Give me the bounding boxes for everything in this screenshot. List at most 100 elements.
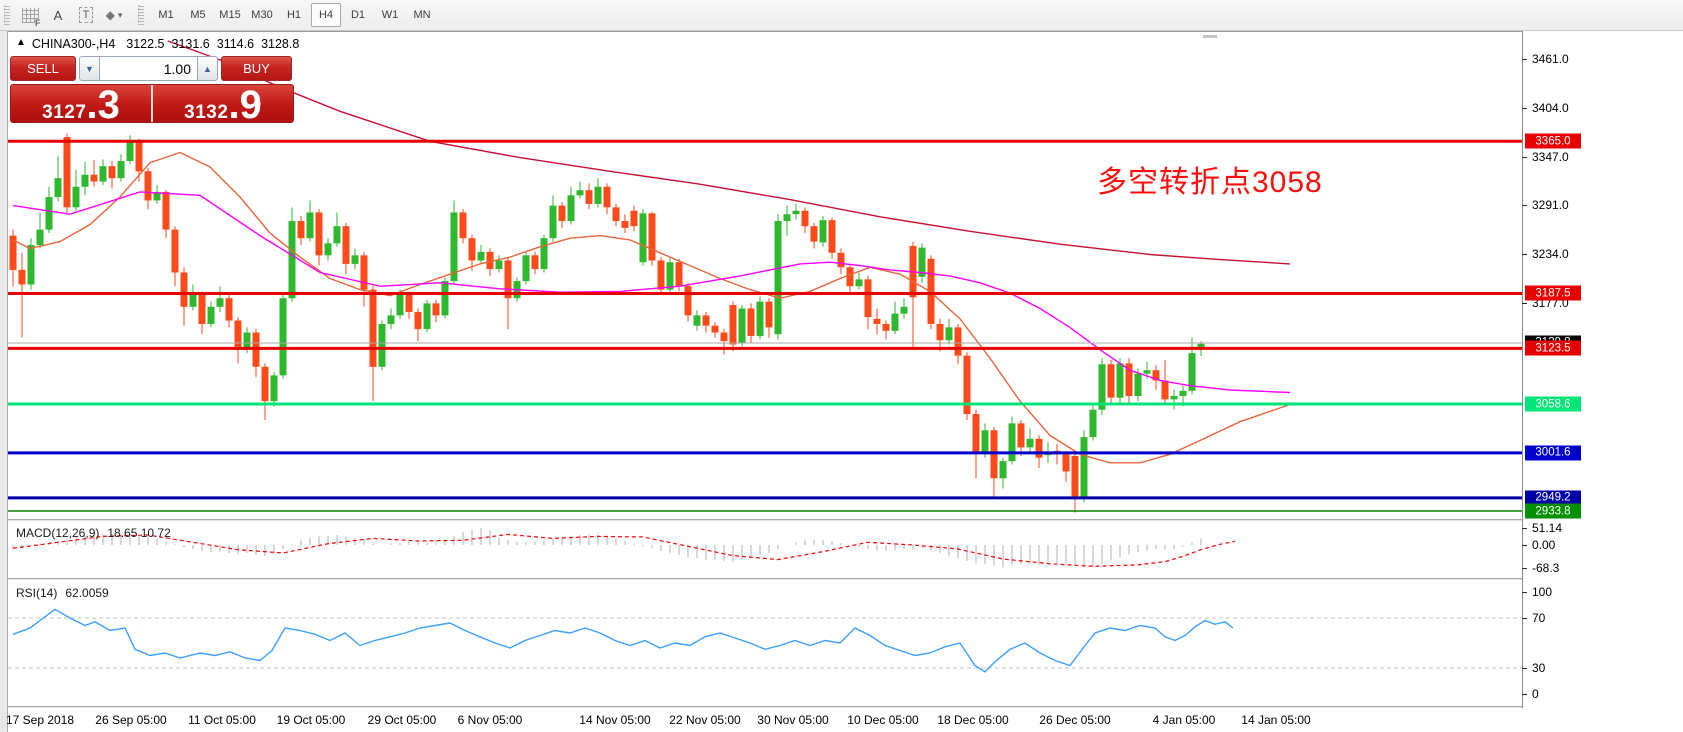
ohlc-high: 3131.6 xyxy=(171,37,210,51)
date-label: 18 Dec 05:00 xyxy=(937,713,1009,727)
text-label-button[interactable]: T xyxy=(73,3,99,27)
price-level-badge: 3001.6 xyxy=(1525,445,1581,461)
price-divider xyxy=(151,85,153,122)
timeframe-h1[interactable]: H1 xyxy=(286,9,302,21)
macd-tick-mark xyxy=(1522,567,1527,569)
chevron-down-icon: ▾ xyxy=(117,9,123,20)
price-tick-label: 3291.0 xyxy=(1532,197,1569,212)
date-label: 26 Sep 05:00 xyxy=(95,713,167,727)
rsi-tick-mark xyxy=(1522,592,1527,593)
axis-border xyxy=(1522,31,1523,708)
macd-axis-label: -68.3 xyxy=(1532,560,1560,575)
dateaxis-separator xyxy=(8,706,1522,708)
sell-price-whole: 3127 xyxy=(42,102,87,123)
timeframe-m1[interactable]: M1 xyxy=(158,9,174,21)
price-level-badge: 2933.8 xyxy=(1525,503,1581,519)
buy-price-frac: .9 xyxy=(228,84,262,123)
rsi-pane-separator[interactable] xyxy=(8,578,1522,580)
volume-increase-button[interactable]: ▲ xyxy=(197,56,218,81)
rsi-name: RSI(14) xyxy=(16,586,58,600)
rsi-tick-mark xyxy=(1522,668,1527,669)
one-click-trading-panel: SELL ▼ ▲ BUY 3127 .3 3132 .9 xyxy=(10,56,294,123)
date-label: 10 Dec 05:00 xyxy=(847,713,919,727)
price-tick-mark xyxy=(1522,59,1527,60)
timeframe-m5[interactable]: M5 xyxy=(190,9,206,21)
letter-a-icon: A xyxy=(53,7,63,23)
date-axis[interactable] xyxy=(8,708,1522,732)
price-level-badge: 3365.0 xyxy=(1525,133,1581,149)
buy-price-whole: 3132 xyxy=(184,102,229,123)
rsi-axis-label: 100 xyxy=(1532,585,1553,599)
macd-label: MACD(12,26,9) 18.65 10.72 xyxy=(16,526,171,540)
date-label: 14 Nov 05:00 xyxy=(579,713,651,727)
rsi-axis-label: 70 xyxy=(1532,611,1546,625)
timeframe-toolbar: M1 M5 M15 M30 H1 H4 D1 W1 MN xyxy=(150,3,438,27)
macd-axis-label: 51.14 xyxy=(1532,521,1563,535)
timeframe-mn[interactable]: MN xyxy=(413,9,431,21)
rsi-value: 62.0059 xyxy=(65,586,109,600)
macd-values: 18.65 10.72 xyxy=(107,526,171,540)
timeframe-drag-handle[interactable] xyxy=(138,5,144,25)
date-label: 14 Jan 05:00 xyxy=(1241,713,1311,727)
symbol-arrow-icon: ▲ xyxy=(16,37,26,48)
chart-grid-button[interactable]: F xyxy=(17,3,43,27)
price-tick-label: 3461.0 xyxy=(1532,52,1569,66)
price-tick-mark xyxy=(1522,204,1527,206)
price-level-badge: 3187.5 xyxy=(1525,285,1581,301)
date-label: 4 Jan 05:00 xyxy=(1152,713,1216,727)
date-label: 11 Oct 05:00 xyxy=(188,713,256,727)
price-level-badge: 3123.5 xyxy=(1525,340,1581,356)
chart-window[interactable] xyxy=(8,31,1683,732)
sell-price[interactable]: 3127 .3 xyxy=(11,85,151,122)
toolbar-drag-handle[interactable] xyxy=(4,5,10,25)
buy-price[interactable]: 3132 .9 xyxy=(153,85,293,122)
price-display: 3127 .3 3132 .9 xyxy=(10,84,294,123)
date-label: 30 Nov 05:00 xyxy=(757,713,829,727)
chart-shift-marker xyxy=(1203,35,1217,38)
date-label: 6 Nov 05:00 xyxy=(457,713,523,727)
date-label: 22 Nov 05:00 xyxy=(669,713,741,727)
macd-pane-separator[interactable] xyxy=(8,519,1522,521)
volume-decrease-button[interactable]: ▼ xyxy=(79,56,100,81)
sell-price-frac: .3 xyxy=(86,84,120,123)
window-left-edge xyxy=(0,31,8,732)
timeframe-w1[interactable]: W1 xyxy=(381,9,399,21)
macd-name: MACD(12,26,9) xyxy=(16,526,100,540)
timeframe-d1[interactable]: D1 xyxy=(350,9,366,21)
date-label: 29 Oct 05:00 xyxy=(367,713,437,727)
buy-button[interactable]: BUY xyxy=(221,56,292,81)
cursor-a-button[interactable]: A xyxy=(45,3,71,27)
rsi-tick-mark xyxy=(1522,694,1527,695)
price-tick-mark xyxy=(1522,302,1527,304)
ohlc-close: 3128.8 xyxy=(261,37,300,51)
rsi-axis-label: 0 xyxy=(1532,687,1539,701)
price-level-badge: 2949.2 xyxy=(1525,490,1581,506)
symbol-name: CHINA300-,H4 xyxy=(31,37,116,51)
ohlc-low: 3114.6 xyxy=(216,37,255,51)
price-tick-label: 3347.0 xyxy=(1532,149,1569,164)
price-tick-mark xyxy=(1522,253,1527,255)
chart-annotation-text: 多空转折点3058 xyxy=(1097,166,1323,199)
date-label: 19 Oct 05:00 xyxy=(276,713,346,727)
shapes-button[interactable]: ◆ ▾ xyxy=(101,3,127,27)
price-tick-mark xyxy=(1522,156,1527,158)
date-label: 26 Dec 05:00 xyxy=(1039,713,1111,727)
toolbar: F A T ◆ ▾ M1 M5 M15 M30 H1 H4 D1 W1 MN xyxy=(0,0,1683,31)
shapes-icon: ◆ xyxy=(105,8,116,22)
chart-grid-icon: F xyxy=(21,7,41,27)
timeframe-m30[interactable]: M30 xyxy=(251,9,273,21)
chart-title: ▲ CHINA300-,H4 3122.5 3131.6 3114.6 3128… xyxy=(16,37,299,51)
macd-tick-mark xyxy=(1522,545,1527,546)
rsi-tick-mark xyxy=(1522,618,1527,619)
volume-input[interactable] xyxy=(100,56,197,81)
rsi-label: RSI(14) 62.0059 xyxy=(16,586,109,600)
price-level-badge: 3058.6 xyxy=(1525,396,1581,412)
sell-button[interactable]: SELL xyxy=(10,56,76,81)
ohlc-open: 3122.5 xyxy=(126,37,165,51)
price-tick-label: 3404.0 xyxy=(1532,100,1569,115)
timeframe-h4[interactable]: H4 xyxy=(311,3,341,27)
timeframe-m15[interactable]: M15 xyxy=(219,9,241,21)
macd-tick-mark xyxy=(1522,528,1527,529)
